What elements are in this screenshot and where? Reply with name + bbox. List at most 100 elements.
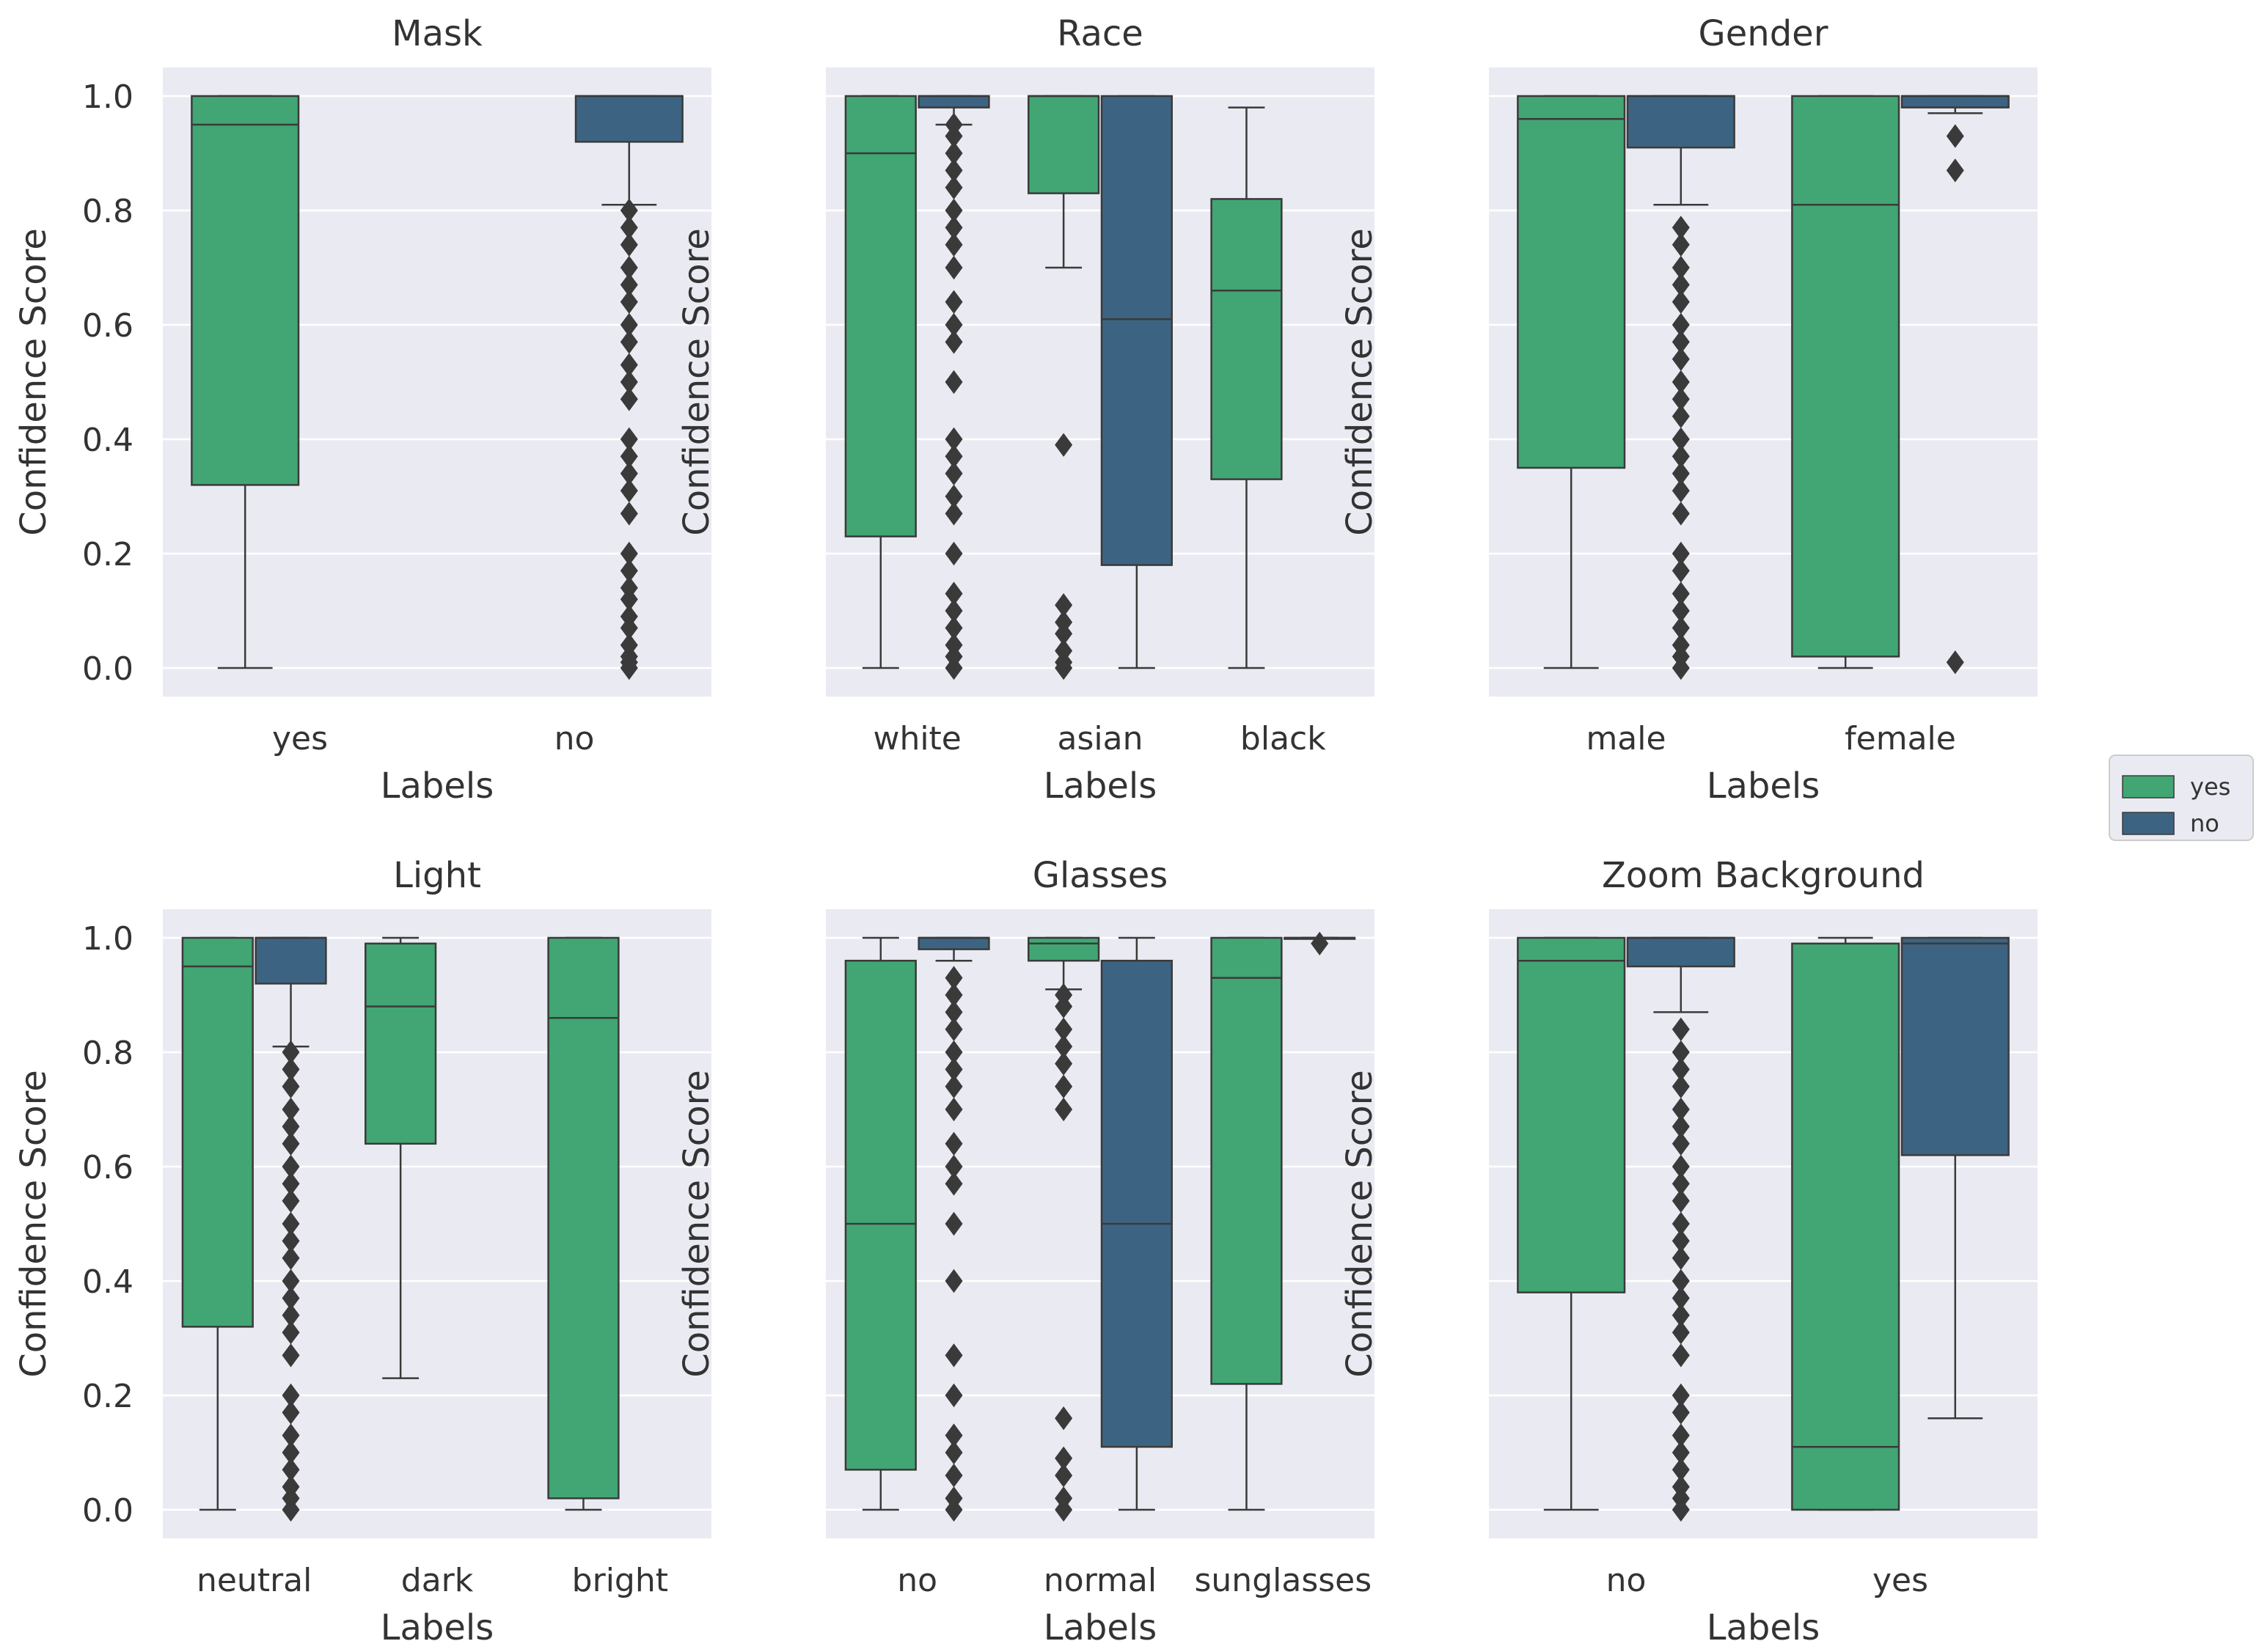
plot-area bbox=[826, 909, 1374, 1538]
y-tick-label: 0.2 bbox=[82, 536, 133, 573]
outlier-point bbox=[1672, 387, 1690, 411]
outlier-point bbox=[1055, 1051, 1073, 1076]
x-tick-label: dark bbox=[401, 1562, 474, 1599]
box-dark-yes bbox=[365, 936, 437, 1379]
outlier-point bbox=[1672, 1115, 1690, 1139]
box-body bbox=[1028, 936, 1100, 962]
outlier-point bbox=[282, 1423, 300, 1447]
outlier-point bbox=[1946, 650, 1964, 675]
outlier-point bbox=[282, 1475, 300, 1499]
box-yes-yes bbox=[1791, 936, 1900, 1511]
outlier-point bbox=[282, 1057, 300, 1082]
y-tick-label: 0.6 bbox=[82, 307, 133, 345]
outlier-point bbox=[945, 1057, 963, 1082]
outlier-point bbox=[1672, 1097, 1690, 1122]
outlier-point bbox=[1672, 1057, 1690, 1082]
outlier-point bbox=[620, 576, 638, 600]
plot-area bbox=[826, 67, 1374, 697]
outlier-point bbox=[620, 232, 638, 257]
box-body bbox=[844, 959, 917, 1471]
outlier-point bbox=[282, 1154, 300, 1179]
outlier-point bbox=[1672, 1423, 1690, 1447]
outlier-point bbox=[620, 216, 638, 240]
outlier-point bbox=[620, 604, 638, 628]
outlier-point bbox=[1672, 290, 1690, 314]
y-axis-label: Confidence Score bbox=[13, 1070, 54, 1378]
box-body bbox=[1100, 95, 1173, 566]
outlier-point bbox=[945, 112, 963, 137]
box-normal-no bbox=[1100, 936, 1173, 1511]
box-body bbox=[191, 95, 300, 486]
box-sunglasses-yes bbox=[1210, 936, 1283, 1511]
outlier-point bbox=[282, 1097, 300, 1122]
chart-title: Light bbox=[393, 855, 481, 896]
outlier-point bbox=[620, 461, 638, 485]
outlier-point bbox=[620, 444, 638, 469]
x-tick-label: black bbox=[1240, 720, 1326, 757]
outlier-point bbox=[1055, 1486, 1073, 1510]
outlier-point bbox=[1311, 931, 1329, 955]
outlier-point bbox=[945, 290, 963, 314]
outlier-point bbox=[282, 1303, 300, 1327]
outlier-point bbox=[945, 1074, 963, 1098]
y-axis-label: Confidence Score bbox=[1339, 1070, 1380, 1378]
outlier-point bbox=[1672, 461, 1690, 485]
outlier-point bbox=[945, 141, 963, 166]
x-axis-label: Labels bbox=[381, 766, 494, 807]
box-female-yes bbox=[1791, 95, 1900, 669]
y-tick-label: 0.4 bbox=[82, 422, 133, 459]
outlier-point bbox=[945, 1343, 963, 1368]
plot-area bbox=[163, 909, 711, 1538]
outlier-point bbox=[945, 581, 963, 606]
y-tick-label: 0.0 bbox=[82, 650, 133, 688]
legend: yes no bbox=[2109, 755, 2254, 841]
x-tick-label: sunglasses bbox=[1195, 1562, 1372, 1599]
outlier-point bbox=[620, 633, 638, 657]
outlier-point bbox=[1672, 559, 1690, 583]
outlier-point bbox=[945, 1440, 963, 1465]
box-body bbox=[918, 936, 990, 950]
outlier-point bbox=[1672, 1211, 1690, 1236]
outlier-point bbox=[1055, 1406, 1073, 1431]
outlier-point bbox=[1055, 1017, 1073, 1041]
outlier-point bbox=[282, 1458, 300, 1482]
x-tick-label: no bbox=[897, 1562, 937, 1599]
box-body bbox=[365, 942, 437, 1145]
box-body bbox=[1100, 959, 1173, 1448]
y-tick-label: 0.8 bbox=[82, 193, 133, 230]
y-tick-label: 1.0 bbox=[82, 78, 133, 116]
chart-title: Glasses bbox=[1033, 855, 1168, 896]
box-black-yes bbox=[1210, 106, 1283, 669]
box-white-yes bbox=[844, 95, 917, 669]
x-tick-label: male bbox=[1586, 720, 1666, 757]
outlier-point bbox=[945, 198, 963, 223]
box-body bbox=[574, 95, 684, 143]
box-no-no bbox=[918, 936, 990, 1522]
outlier-point bbox=[1055, 1097, 1073, 1122]
outlier-point bbox=[620, 255, 638, 280]
chart-title: Zoom Background bbox=[1602, 855, 1925, 896]
panel-race: Race Labels Confidence Score white asian blac… bbox=[676, 13, 1374, 807]
box-neutral-no bbox=[255, 936, 327, 1522]
outlier-point bbox=[945, 598, 963, 623]
outlier-point bbox=[620, 502, 638, 526]
box-body bbox=[1900, 936, 2010, 1156]
outlier-point bbox=[945, 633, 963, 657]
outlier-point bbox=[282, 1440, 300, 1465]
outlier-point bbox=[1946, 158, 1964, 183]
outlier-point bbox=[620, 353, 638, 377]
outlier-point bbox=[1672, 273, 1690, 297]
box-body bbox=[1626, 95, 1735, 149]
outlier-point bbox=[1672, 581, 1690, 606]
outlier-point bbox=[1672, 1383, 1690, 1408]
outlier-point bbox=[1946, 124, 1964, 148]
panel-zoom-background: Zoom Background Labels Confidence Score no y… bbox=[1339, 855, 2038, 1648]
outlier-point bbox=[282, 1172, 300, 1196]
panel-light: 0.0 0.2 0.4 0.6 0.8 1.0 Light Labels Confidence … bbox=[13, 855, 711, 1648]
outlier-point bbox=[1672, 427, 1690, 452]
outlier-point bbox=[1672, 479, 1690, 503]
outlier-point bbox=[282, 1040, 300, 1065]
outlier-point bbox=[945, 1486, 963, 1510]
box-body bbox=[1210, 936, 1283, 1385]
box-body bbox=[1626, 936, 1735, 968]
